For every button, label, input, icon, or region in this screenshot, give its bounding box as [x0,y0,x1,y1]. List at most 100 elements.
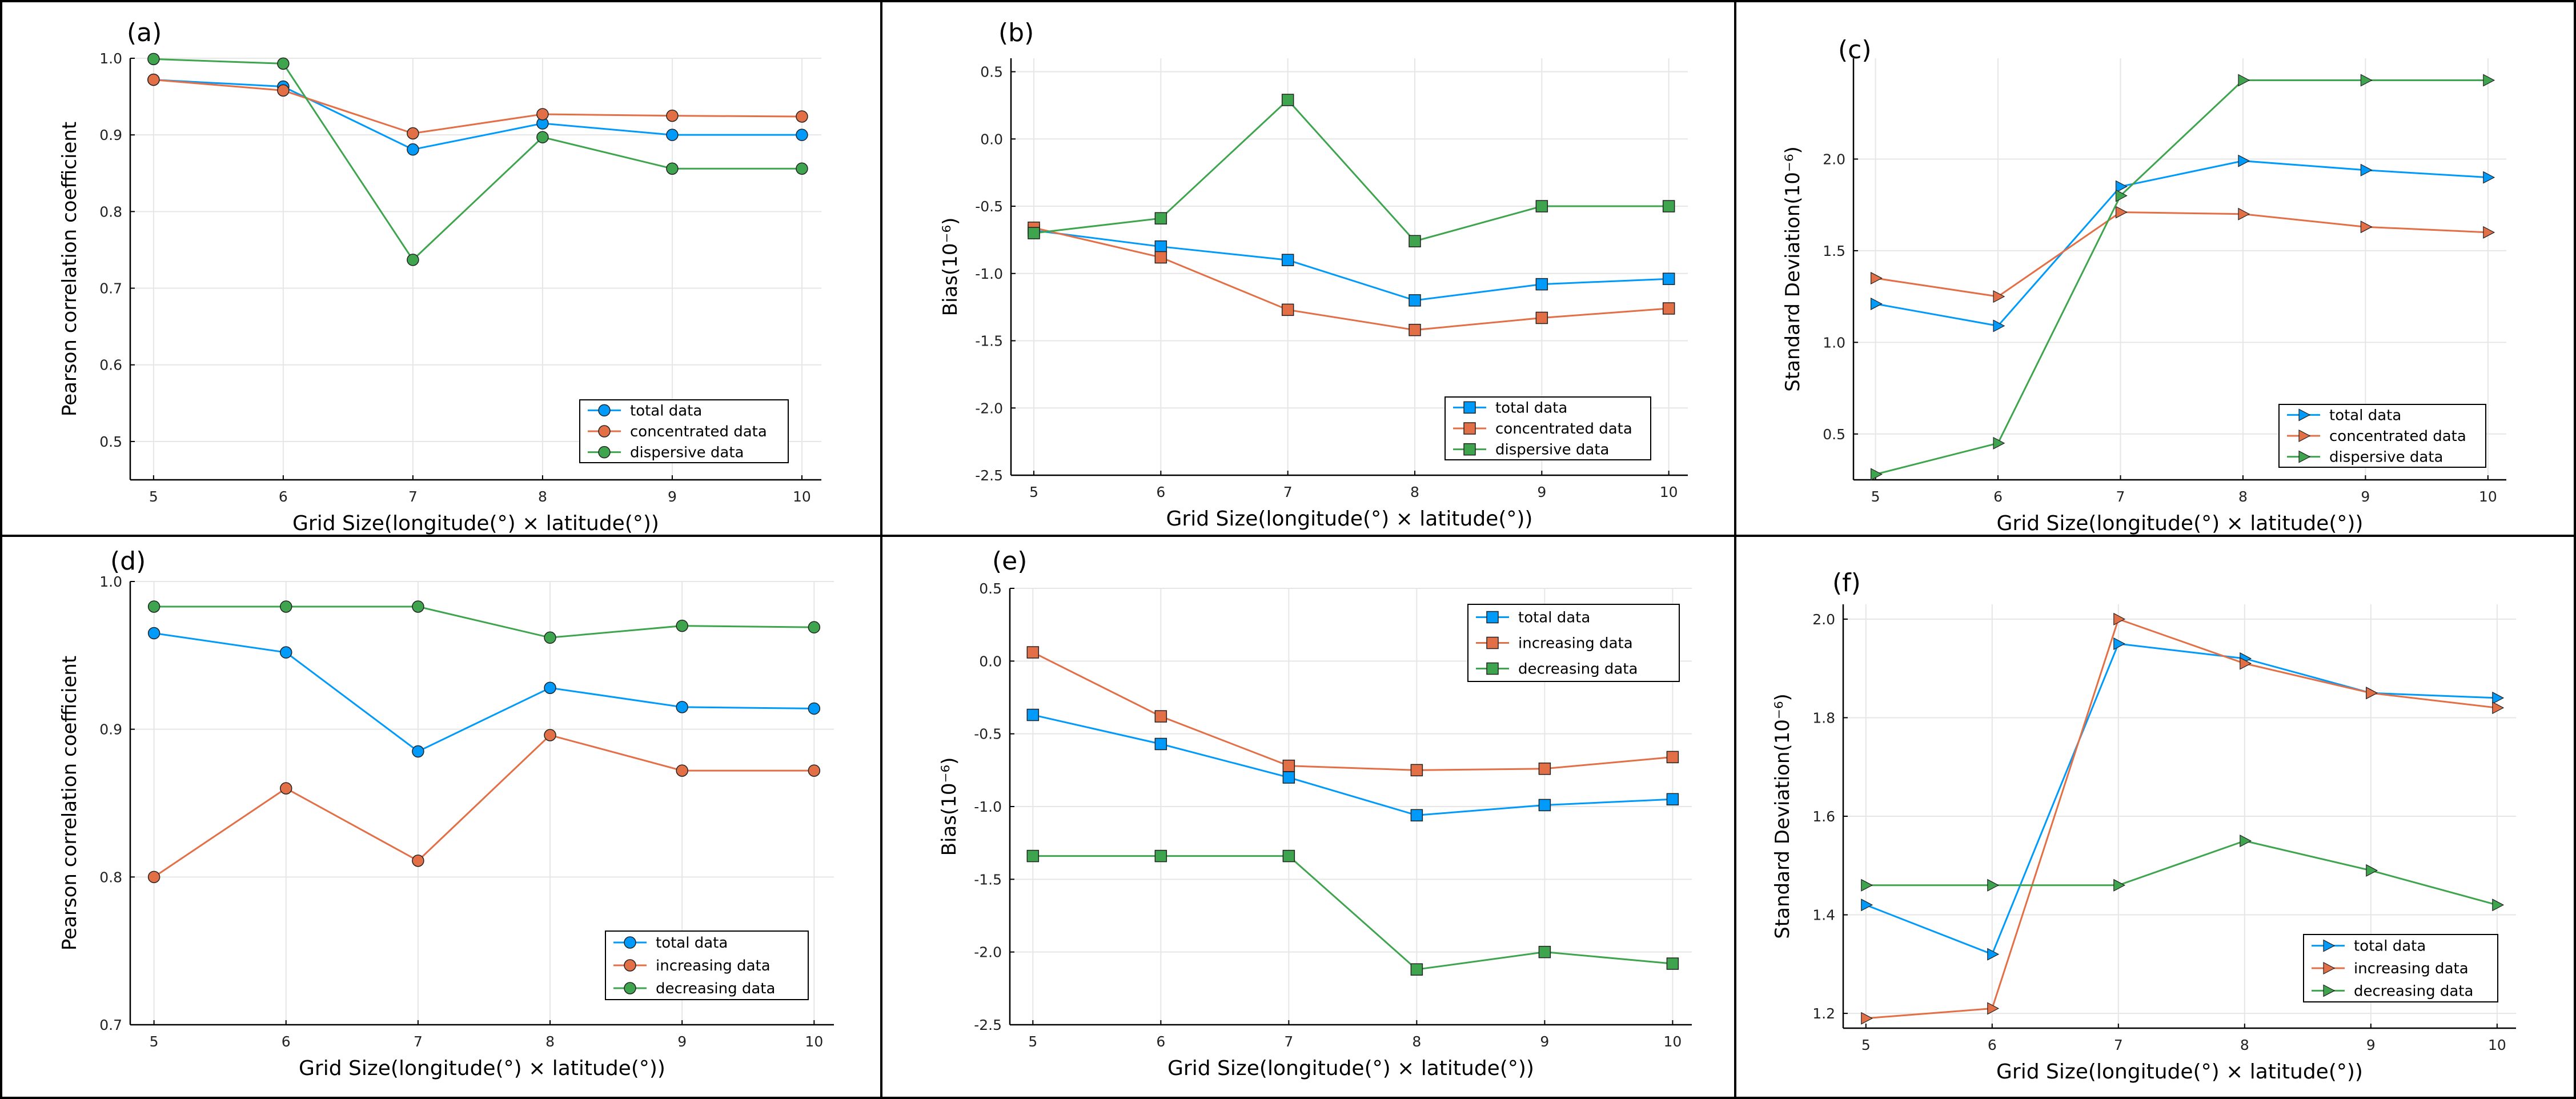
y-axis-label: Pearson correlation coefficient [58,122,81,416]
data-point-decreasing-data [1410,963,1423,976]
x-tick-label: 9 [2366,1037,2376,1053]
legend-label: increasing data [656,957,771,974]
data-point-decreasing-data [147,600,161,613]
series-line-concentrated-data [1875,211,2488,298]
data-point-concentrated-data [2483,226,2495,239]
legend-marker [1486,662,1499,675]
y-axis-label: Bias(10⁻⁶) [938,757,961,856]
data-point-increasing-data [1666,751,1679,764]
legend-label: total data [1518,609,1590,627]
data-point-dispersive-data [277,57,290,70]
data-point-concentrated-data [666,109,679,122]
data-point-dispersive-data [1993,436,2005,450]
data-point-dispersive-data [1281,94,1294,106]
data-point-total-data [1987,948,2000,961]
x-tick-label: 7 [1283,484,1293,500]
data-point-dispersive-data [1662,200,1675,212]
x-axis-label: Grid Size(longitude(°) × latitude(°)) [1996,1060,2363,1084]
y-tick-label: 1.8 [1812,709,1835,726]
data-point-increasing-data [1410,764,1423,777]
data-point-decreasing-data [2240,835,2252,848]
data-point-decreasing-data [808,621,821,633]
panel-label: (b) [998,18,1034,47]
x-axis-label: Grid Size(longitude(°) × latitude(°)) [1166,507,1533,531]
legend-label: increasing data [2354,960,2469,977]
legend-label: decreasing data [2354,982,2473,1000]
x-axis-label: Grid Size(longitude(°) × latitude(°)) [1167,1057,1534,1080]
x-tick-label: 10 [2479,488,2497,505]
data-point-decreasing-data [412,600,424,613]
data-point-total-data [1026,708,1040,721]
series-line-increasing-data [1865,617,2498,1020]
data-point-decreasing-data [1026,849,1040,863]
x-tick-label: 10 [793,488,811,505]
legend-marker [2298,408,2311,422]
y-axis-label: Standard Deviation(10⁻⁶) [1781,146,1804,391]
data-point-concentrated-data [1993,290,2005,303]
y-tick-label: 0.0 [980,131,1003,147]
y-tick-label: 0.0 [979,653,1002,669]
y-tick-label: 2.0 [1823,151,1845,167]
x-tick-label: 5 [1029,484,1038,500]
x-axis-label: Grid Size(longitude(°) × latitude(°)) [299,1057,665,1080]
x-axis-label: Grid Size(longitude(°) × latitude(°)) [1997,512,2364,535]
x-tick-label: 8 [545,1033,555,1050]
data-point-decreasing-data [1154,849,1167,863]
series-line-total-data [153,79,802,151]
data-point-decreasing-data [280,600,292,613]
y-tick-label: -1.5 [975,333,1003,350]
x-tick-label: 5 [1871,488,1880,505]
data-point-increasing-data [1282,759,1295,772]
data-point-total-data [1281,254,1294,266]
data-point-concentrated-data [2238,207,2250,220]
data-point-total-data [1538,799,1551,812]
y-tick-label: -2.0 [975,400,1003,416]
data-point-total-data [676,701,688,713]
legend-label: total data [1495,399,1567,416]
legend-label: decreasing data [656,980,775,997]
x-tick-label: 6 [279,488,288,505]
data-point-concentrated-data [1409,323,1421,336]
data-point-total-data [280,646,292,659]
data-point-total-data [2115,180,2128,193]
y-tick-label: 0.9 [99,127,122,143]
x-tick-label: 8 [1412,1033,1421,1050]
series-line-concentrated-data [1033,227,1669,331]
data-point-concentrated-data [407,127,419,140]
data-point-total-data [1154,240,1167,253]
y-tick-label: 1.0 [99,573,122,590]
x-tick-label: 6 [1988,1037,1997,1053]
y-tick-label: 0.8 [99,869,122,885]
data-point-concentrated-data [1871,272,1883,285]
legend-marker [598,446,611,459]
data-point-decreasing-data [1282,849,1295,863]
data-point-increasing-data [147,871,161,884]
x-tick-label: 6 [282,1033,291,1050]
data-point-dispersive-data [666,162,679,175]
legend-marker [1486,636,1499,649]
legend-label: total data [656,934,728,952]
panel-d: 5 6 7 8 9 10 0.7 0.8 0.9 1.0 Grid Size(longitude(°… [58,547,834,1080]
y-tick-label: -1.0 [974,799,1002,815]
legend-label: concentrated data [2329,428,2466,445]
y-tick-label: 2.0 [1812,611,1835,628]
data-point-dispersive-data [1871,468,1883,481]
legend-marker [2298,450,2311,463]
data-point-total-data [2492,691,2505,704]
panel-label: (e) [992,547,1027,576]
data-point-increasing-data [2492,701,2505,715]
series-line-total-data [1875,160,2488,327]
data-point-total-data [2483,171,2495,184]
data-point-increasing-data [1987,1002,2000,1015]
legend-label: concentrated data [1495,420,1632,438]
legend-marker [1486,611,1499,624]
legend-label: decreasing data [1518,661,1638,678]
legend-marker [1463,443,1476,456]
legend-marker [2323,962,2336,974]
data-point-increasing-data [676,764,688,777]
x-tick-label: 7 [2116,488,2125,505]
x-tick-label: 7 [414,1033,423,1050]
data-point-total-data [808,702,821,715]
data-point-decreasing-data [2366,864,2378,877]
y-axis-label: Pearson correlation coefficient [58,656,81,950]
